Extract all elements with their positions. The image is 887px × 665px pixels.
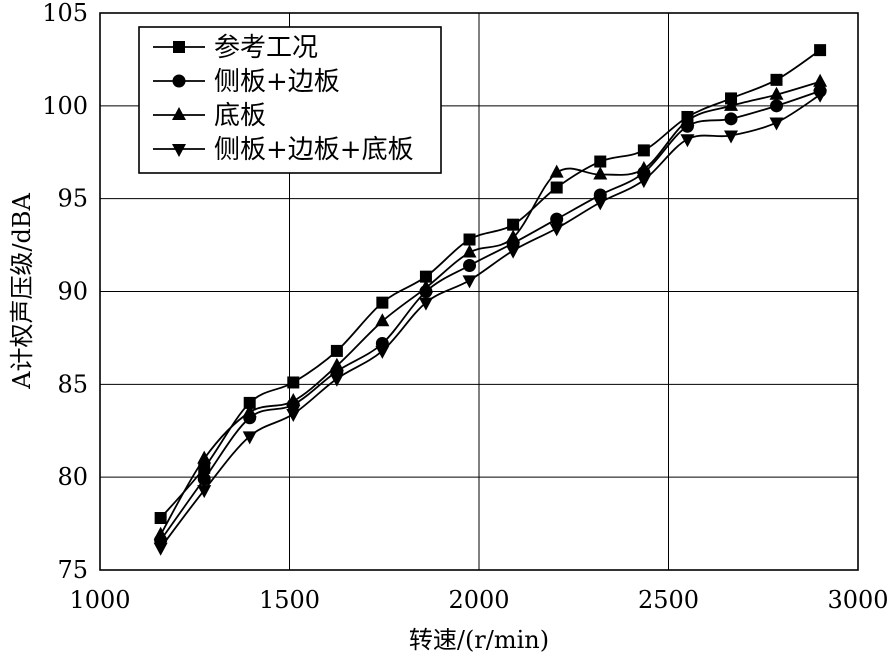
legend-marker xyxy=(173,41,185,53)
axis-ticks: 1000 1500 2000 2500 3000 75 80 85 90 95 100 105 xyxy=(42,0,887,614)
data-point-marker xyxy=(153,526,168,540)
data-point-marker xyxy=(770,99,784,113)
legend-marker xyxy=(172,74,186,88)
data-point-marker xyxy=(549,164,564,178)
data-point-marker xyxy=(242,431,257,445)
data-point-marker xyxy=(550,212,564,226)
data-point-marker xyxy=(463,233,476,246)
data-point-marker xyxy=(506,245,521,259)
legend-item: 参考工况 xyxy=(153,33,318,63)
data-point-marker xyxy=(286,393,301,407)
legend-item: 侧板+边板+底板 xyxy=(153,135,414,165)
x-tick-label: 2000 xyxy=(448,586,509,614)
series-line xyxy=(159,90,821,541)
data-point-marker xyxy=(724,97,739,111)
data-point-marker xyxy=(243,396,256,409)
y-axis-label: A计权声压级/dBA xyxy=(8,192,36,389)
data-point-marker xyxy=(813,89,828,103)
data-point-marker xyxy=(637,144,650,157)
x-axis-label: 转速/(r/min) xyxy=(409,626,549,654)
data-point-marker xyxy=(813,73,828,87)
data-point-marker xyxy=(594,155,607,168)
series-line xyxy=(159,93,821,549)
data-point-marker xyxy=(197,485,212,499)
data-point-marker xyxy=(680,112,695,126)
data-point-marker xyxy=(593,197,608,211)
legend-label: 侧板+边板+底板 xyxy=(214,135,414,165)
data-point-marker xyxy=(770,73,783,86)
legend-label: 参考工况 xyxy=(214,33,318,63)
legend-marker xyxy=(172,144,186,157)
data-point-marker xyxy=(197,472,211,486)
data-point-marker xyxy=(329,373,344,387)
x-tick-label: 3000 xyxy=(827,586,887,614)
x-tick-label: 1000 xyxy=(69,586,130,614)
legend-label: 底板 xyxy=(214,101,266,131)
data-point-marker xyxy=(636,160,651,174)
data-point-marker xyxy=(462,244,477,258)
data-point-marker xyxy=(724,130,739,144)
y-tick-label: 105 xyxy=(42,0,88,27)
data-point-marker xyxy=(286,409,301,423)
data-point-marker xyxy=(242,404,257,418)
data-point-marker xyxy=(329,357,344,371)
data-point-marker xyxy=(418,297,433,311)
legend-label: 侧板+边板 xyxy=(214,67,340,97)
data-point-marker xyxy=(375,313,390,327)
legend-item: 底板 xyxy=(153,101,266,131)
data-point-marker xyxy=(198,461,211,474)
data-point-marker xyxy=(418,279,433,293)
y-tick-label: 85 xyxy=(57,370,88,398)
y-tick-label: 90 xyxy=(57,278,88,306)
data-point-marker xyxy=(197,450,212,464)
y-tick-label: 95 xyxy=(57,185,88,213)
data-point-marker xyxy=(463,259,477,273)
data-point-marker xyxy=(814,44,827,57)
data-point-marker xyxy=(549,223,564,237)
data-point-marker xyxy=(680,134,695,148)
data-point-marker xyxy=(593,166,608,180)
data-point-marker xyxy=(769,117,784,131)
y-tick-label: 80 xyxy=(57,463,88,491)
series-line xyxy=(159,80,821,536)
series-3 xyxy=(153,73,828,540)
data-point-marker xyxy=(550,181,563,194)
plot-area-frame xyxy=(99,12,859,571)
series-4 xyxy=(153,89,828,556)
series-group xyxy=(153,44,828,556)
y-tick-label: 75 xyxy=(57,556,88,584)
data-point-marker xyxy=(462,275,477,289)
data-point-marker xyxy=(724,112,738,126)
data-point-marker xyxy=(769,86,784,100)
data-point-marker xyxy=(506,229,521,243)
grid xyxy=(100,13,858,570)
data-point-marker xyxy=(287,376,300,389)
data-point-marker xyxy=(375,345,390,359)
series-line xyxy=(159,49,821,519)
legend-item: 侧板+边板 xyxy=(153,67,340,97)
y-tick-label: 100 xyxy=(42,92,88,120)
data-point-marker xyxy=(636,175,651,189)
data-point-marker xyxy=(419,270,432,283)
data-point-marker xyxy=(153,542,168,556)
data-point-marker xyxy=(154,512,167,525)
x-tick-label: 2500 xyxy=(638,586,699,614)
data-point-marker xyxy=(507,218,520,231)
x-tick-label: 1500 xyxy=(259,586,320,614)
data-point-marker xyxy=(376,296,389,309)
data-point-marker xyxy=(330,344,343,357)
legend-marker xyxy=(172,107,186,120)
